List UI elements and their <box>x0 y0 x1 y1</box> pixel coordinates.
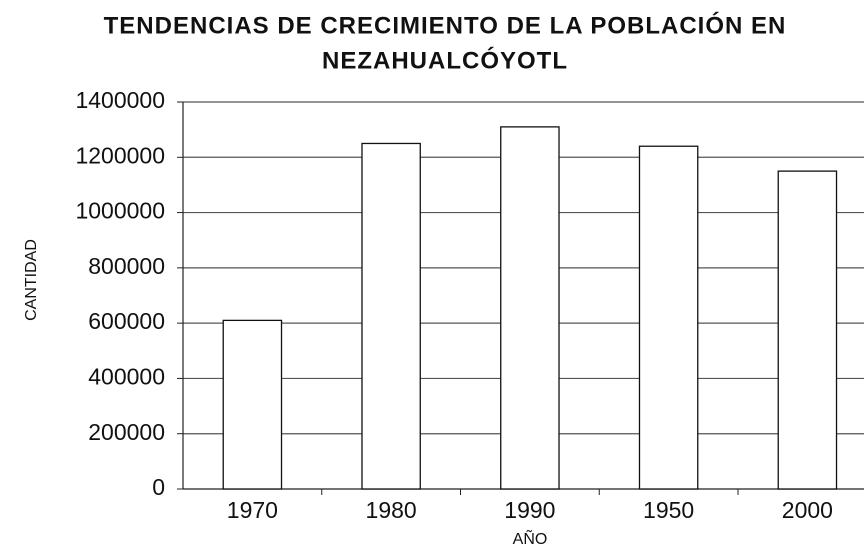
y-axis-label: CANTIDAD <box>23 239 40 321</box>
x-tick-label: 1990 <box>504 497 555 523</box>
y-tick-label: 1200000 <box>75 142 165 168</box>
bar <box>500 126 560 490</box>
x-tick-label: 2000 <box>782 497 833 523</box>
y-tick-label: 1000000 <box>75 198 165 224</box>
x-tick-label: 1980 <box>366 497 417 523</box>
x-tick-label: 1950 <box>643 497 694 523</box>
y-tick-label: 1400000 <box>75 87 165 113</box>
y-tick-label: 200000 <box>88 419 165 445</box>
x-axis-label: AÑO <box>513 528 548 548</box>
y-tick-label: 800000 <box>88 253 165 279</box>
chart-title: NEZAHUALCÓYOTL <box>322 46 568 74</box>
y-tick-label: 0 <box>152 474 165 500</box>
bar <box>777 170 838 490</box>
bar <box>361 142 421 490</box>
y-tick-label: 400000 <box>88 364 165 390</box>
x-tick-label: 1970 <box>227 497 278 523</box>
bar <box>222 319 283 490</box>
y-tick-label: 600000 <box>88 308 165 334</box>
chart-title: TENDENCIAS DE CRECIMIENTO DE LA POBLACIÓ… <box>104 11 787 39</box>
bar <box>638 145 699 490</box>
